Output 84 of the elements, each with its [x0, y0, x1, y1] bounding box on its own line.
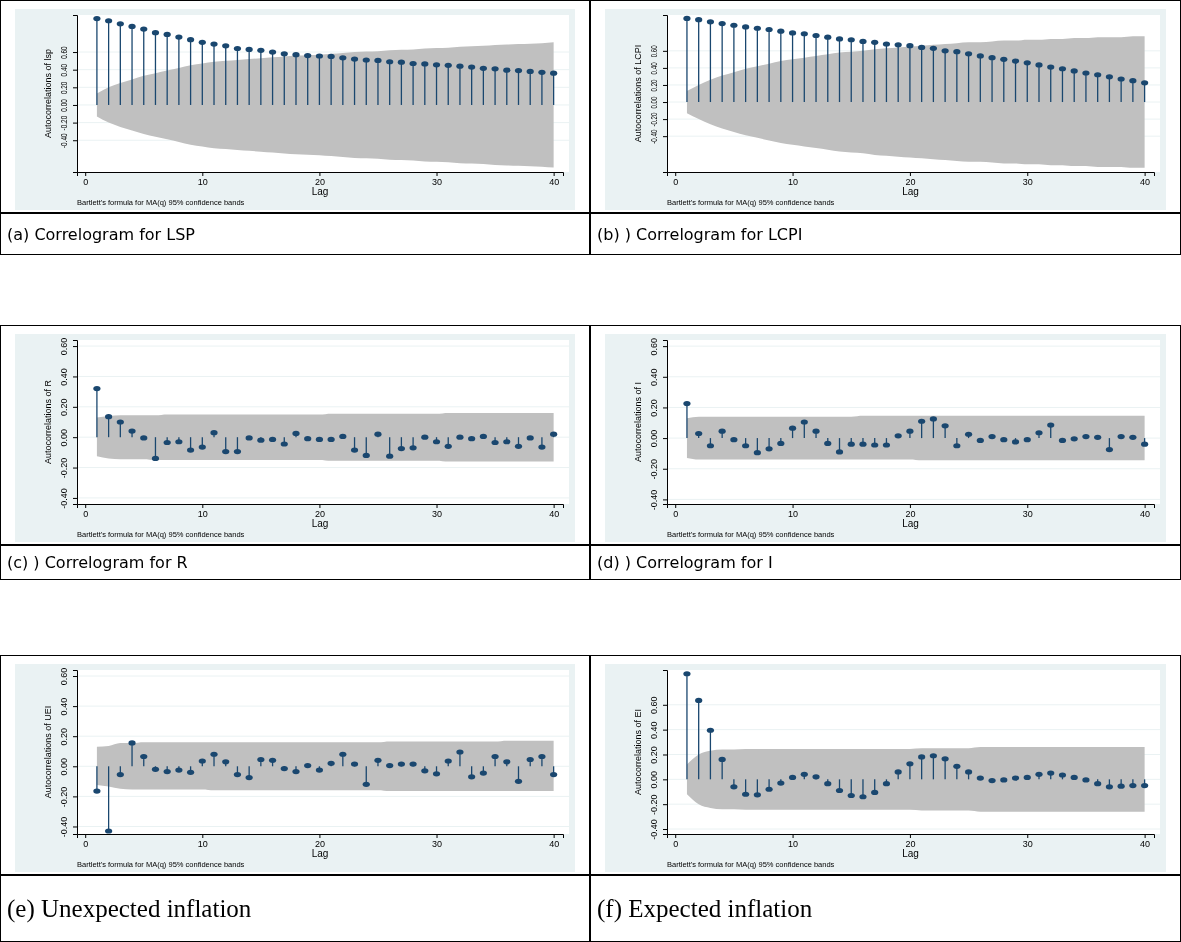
y-tick-label: 0.40 [59, 697, 69, 716]
y-tick-label: 0.40 [58, 63, 70, 77]
text: (d) ) Correlogram for I [590, 545, 1181, 580]
x-tick-label: 0 [83, 177, 89, 188]
y-tick-label: -0.40 [648, 129, 660, 144]
x-tick-label: 10 [197, 509, 208, 520]
y-tick-label: 0.40 [648, 62, 660, 75]
text: (f) Expected inflation [590, 875, 1181, 942]
y-tick-label: 0.20 [649, 746, 659, 764]
x-tick-label: 30 [1022, 177, 1033, 188]
y-tick-label: 0.40 [649, 721, 659, 739]
y-tick-label: -0.40 [59, 816, 69, 838]
x-axis-title: Lag [902, 186, 919, 197]
x-tick-label: 40 [549, 839, 560, 850]
x-tick-label: 20 [905, 509, 916, 520]
y-tick-label: 0.20 [649, 399, 659, 417]
y-tick-label: 0.60 [59, 337, 69, 356]
y-axis-title: Autocorrelations of UEI [43, 705, 53, 799]
x-tick-label: 10 [197, 839, 208, 850]
x-tick-label: 30 [432, 177, 443, 188]
y-tick-label: -0.20 [648, 112, 660, 127]
y-tick-label: 0.00 [648, 96, 660, 109]
y-tick-label: -0.40 [649, 819, 659, 840]
y-axis-title: Autocorrelations of EI [633, 708, 643, 796]
y-tick-label: 0.60 [58, 45, 70, 59]
y-tick-label: -0.20 [59, 457, 69, 479]
text: (e) Unexpected inflation [0, 875, 590, 942]
x-tick-label: 10 [197, 177, 208, 188]
x-tick-label: 40 [1140, 177, 1151, 188]
x-tick-label: 0 [673, 839, 679, 850]
x-tick-label: 40 [1140, 839, 1151, 850]
x-tick-label: 30 [1022, 509, 1033, 520]
x-tick-label: 10 [788, 177, 799, 188]
y-tick-label: 0.20 [648, 79, 660, 92]
x-tick-label: 0 [83, 509, 89, 520]
x-tick-label: 10 [788, 839, 799, 850]
y-tick-label: -0.40 [58, 132, 70, 149]
x-tick-label: 20 [905, 839, 916, 850]
x-tick-label: 20 [314, 177, 325, 188]
y-tick-label: 0.00 [649, 429, 659, 448]
x-tick-label: 0 [673, 177, 679, 188]
x-tick-label: 40 [1140, 509, 1151, 520]
y-tick-label: -0.20 [649, 794, 659, 815]
x-axis-title: Lag [902, 518, 919, 529]
x-tick-label: 0 [83, 839, 89, 850]
x-tick-label: 20 [314, 509, 325, 520]
y-tick-label: -0.40 [59, 488, 69, 509]
y-tick-label: -0.20 [59, 786, 69, 808]
y-tick-label: 0.00 [59, 758, 69, 776]
y-tick-label: 0.40 [649, 368, 659, 387]
y-tick-label: -0.40 [649, 489, 659, 511]
x-tick-label: 30 [1022, 839, 1033, 850]
text: (c) ) Correlogram for R [0, 545, 590, 580]
y-tick-label: 0.00 [649, 771, 659, 789]
y-tick-label: 0.60 [59, 667, 69, 686]
x-tick-label: 30 [432, 839, 443, 850]
x-tick-label: 20 [905, 177, 916, 188]
y-tick-label: 0.60 [648, 45, 660, 58]
x-axis-title: Lag [902, 848, 919, 859]
x-tick-label: 0 [673, 509, 679, 520]
y-axis-title: Autocorrelations of LCPI [633, 44, 643, 143]
y-tick-label: 0.60 [649, 696, 659, 715]
x-tick-label: 20 [314, 839, 325, 850]
y-tick-label: 0.40 [59, 368, 69, 386]
y-tick-label: 0.00 [59, 428, 69, 447]
y-tick-label: -0.20 [58, 115, 70, 131]
x-axis-title: Lag [311, 518, 329, 529]
y-axis-title: Autocorrelations of I [633, 381, 643, 463]
y-tick-label: 0.60 [649, 337, 659, 356]
x-axis-title: Lag [311, 848, 329, 859]
x-tick-label: 40 [549, 509, 560, 520]
y-tick-label: 0.20 [59, 398, 69, 417]
text: (a) Correlogram for LSP [0, 213, 590, 255]
y-tick-label: 0.00 [58, 98, 70, 112]
x-axis-title: Lag [311, 186, 329, 197]
x-tick-label: 40 [549, 177, 560, 188]
y-tick-label: -0.20 [649, 458, 659, 480]
x-tick-label: 10 [788, 509, 799, 520]
y-axis-title: Autocorrelations of R [43, 379, 53, 465]
text: (b) ) Correlogram for LCPI [590, 213, 1181, 255]
y-axis-title: Autocorrelations of lsp [43, 48, 53, 139]
x-tick-label: 30 [432, 509, 443, 520]
y-tick-label: 0.20 [59, 727, 69, 746]
y-tick-label: 0.20 [58, 81, 70, 95]
